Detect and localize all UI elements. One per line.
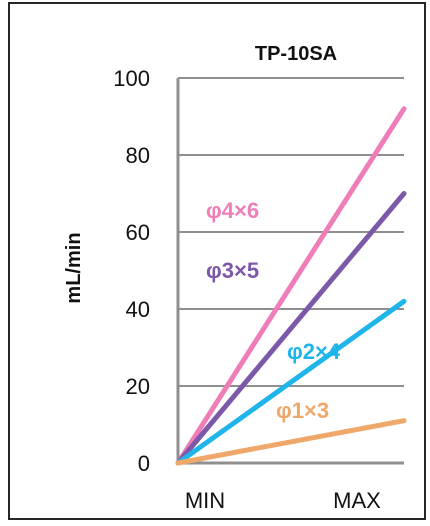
y-tick-label: 80 [126,143,150,168]
y-tick-label: 40 [126,297,150,322]
series-layer [175,106,407,466]
y-tick-label: 100 [113,66,150,91]
series-label: φ3×5 [206,258,259,283]
series-label: φ1×3 [276,398,329,423]
y-tick-label: 60 [126,220,150,245]
x-tick-label: MIN [185,488,225,513]
series-line [175,418,407,466]
y-tick-label: 0 [138,451,150,476]
y-tick-labels: 0 20 40 60 80 100 [113,66,150,476]
grid-layer [178,77,404,387]
x-tick-label: MAX [333,488,381,513]
y-axis-label: mL/min [63,232,85,303]
y-tick-label: 20 [126,374,150,399]
chart-title: TP-10SA [255,43,337,65]
series-line [175,298,407,466]
series-line [175,106,407,466]
series-label: φ2×4 [287,339,341,364]
series-line [175,191,407,466]
series-labels: φ4×6 φ3×5 φ2×4 φ1×3 [206,198,341,423]
x-tick-labels: MIN MAX [185,488,381,513]
series-label: φ4×6 [206,198,259,223]
axis-layer [176,78,404,465]
